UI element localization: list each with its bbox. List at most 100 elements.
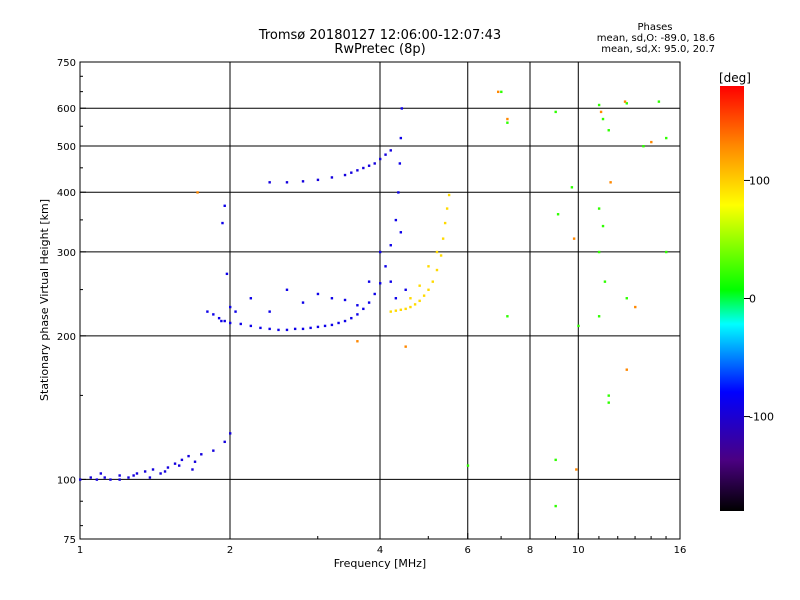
chart-subtitle: RwPretec (8p) xyxy=(334,42,426,57)
data-point xyxy=(500,90,503,94)
data-point xyxy=(229,432,232,435)
data-point xyxy=(356,169,359,172)
data-point xyxy=(439,254,443,257)
data-point xyxy=(650,140,653,144)
data-point xyxy=(379,157,382,161)
data-point xyxy=(103,476,106,479)
data-points xyxy=(79,90,668,508)
data-point xyxy=(316,292,320,296)
data-point xyxy=(625,102,628,105)
data-point xyxy=(99,472,103,475)
data-point xyxy=(173,462,177,465)
data-point xyxy=(118,474,121,477)
data-point xyxy=(268,327,271,331)
data-point xyxy=(435,268,439,272)
data-point xyxy=(285,328,289,332)
data-point xyxy=(191,468,194,471)
data-point xyxy=(394,297,398,300)
data-point xyxy=(268,310,271,313)
data-point xyxy=(625,368,628,371)
data-point xyxy=(277,328,280,332)
data-point xyxy=(665,136,668,140)
data-point xyxy=(389,244,392,247)
data-point xyxy=(212,313,215,316)
data-point xyxy=(350,171,353,174)
data-point xyxy=(373,292,376,296)
data-point xyxy=(466,464,470,467)
colorbar xyxy=(720,86,744,511)
data-point xyxy=(223,440,226,444)
data-point xyxy=(330,176,334,179)
data-point xyxy=(337,321,340,325)
data-point xyxy=(556,213,560,216)
data-point xyxy=(239,322,242,326)
data-point xyxy=(367,280,371,283)
data-point xyxy=(200,453,203,456)
data-point xyxy=(301,327,305,331)
grid xyxy=(80,62,680,539)
data-point xyxy=(603,280,607,283)
data-point xyxy=(506,121,509,124)
data-point xyxy=(554,458,557,462)
data-point xyxy=(404,307,407,311)
data-point xyxy=(418,284,421,287)
y-axis-label: Stationary phase Virtual Height [km] xyxy=(38,199,51,401)
data-point xyxy=(441,237,445,240)
data-point xyxy=(642,144,645,148)
legend-title: Phases xyxy=(637,22,673,33)
data-point xyxy=(445,207,449,210)
data-point xyxy=(399,308,403,311)
data-point xyxy=(79,478,82,481)
data-point xyxy=(132,474,135,477)
data-point xyxy=(435,250,439,254)
data-point xyxy=(301,301,305,304)
data-point xyxy=(597,315,601,318)
data-point xyxy=(362,166,365,170)
x-tick-label: 2 xyxy=(227,545,233,556)
data-point xyxy=(422,294,426,297)
data-point xyxy=(148,476,152,479)
data-point xyxy=(506,315,509,318)
data-point xyxy=(356,313,359,316)
phases-legend: Phases mean, sd,O: -89.0, 18.6 mean, sd,… xyxy=(585,22,715,55)
y-tick-label: 300 xyxy=(57,248,76,259)
data-point xyxy=(384,153,387,156)
data-point xyxy=(223,319,226,323)
colorbar-tick-label: -100 xyxy=(749,411,774,424)
data-point xyxy=(330,297,334,300)
data-point xyxy=(575,468,578,471)
data-point xyxy=(399,231,403,234)
data-point xyxy=(221,221,224,225)
data-point xyxy=(193,460,197,463)
data-point xyxy=(285,181,289,184)
y-tick-label: 75 xyxy=(63,535,76,546)
data-point xyxy=(212,449,215,452)
data-point xyxy=(443,221,447,225)
data-point xyxy=(657,100,661,103)
data-point xyxy=(409,305,412,309)
x-axis-label: Frequency [MHz] xyxy=(334,557,426,570)
data-point xyxy=(356,304,359,307)
data-point xyxy=(220,319,223,323)
data-point xyxy=(223,204,226,207)
x-tick-label: 16 xyxy=(674,545,687,556)
data-point xyxy=(268,181,271,184)
data-point xyxy=(597,207,601,210)
data-point xyxy=(394,218,398,222)
x-tick-label: 10 xyxy=(572,545,585,556)
x-tick-label: 1 xyxy=(77,545,83,556)
data-point xyxy=(196,191,199,194)
data-point xyxy=(177,464,181,467)
data-point xyxy=(118,478,121,481)
y-tick-label: 400 xyxy=(57,188,76,199)
data-point xyxy=(431,280,434,283)
data-point xyxy=(373,162,376,165)
data-point xyxy=(229,321,232,325)
data-point xyxy=(95,478,99,481)
data-point xyxy=(367,301,371,304)
axis-ticks: 1 2 4 6 8 10 16 75 100 200 300 400 500 600 750 xyxy=(57,58,686,556)
data-point xyxy=(367,164,371,167)
data-point xyxy=(379,282,382,285)
data-point xyxy=(413,303,417,306)
